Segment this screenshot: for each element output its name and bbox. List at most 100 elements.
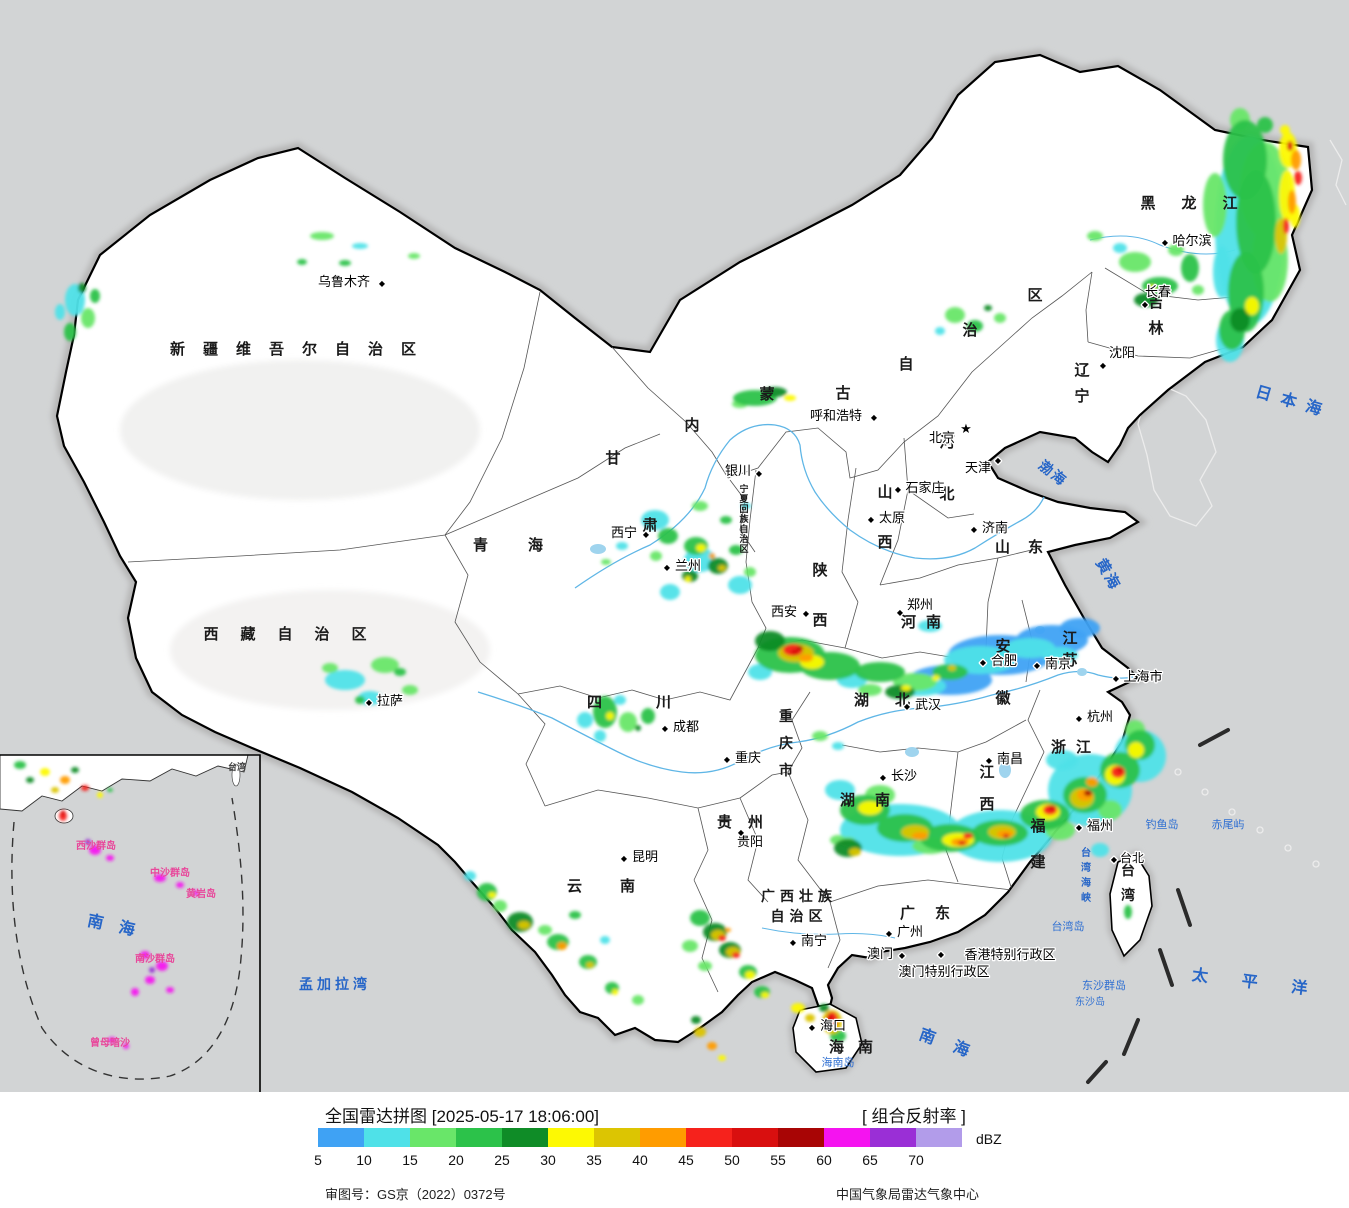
radar-echo [932, 675, 940, 681]
city-marker: ◆ [1100, 361, 1107, 370]
city-marker: ◆ [971, 525, 978, 534]
province-label: 广西壮族 [761, 888, 837, 904]
radar-echo [601, 559, 611, 565]
radar-echo [60, 776, 70, 784]
province-label: 区 [1027, 287, 1042, 304]
credit-label: 中国气象局雷达气象中心 [836, 1187, 980, 1202]
city-marker: ◆ [662, 724, 669, 733]
city-label: 呼和浩特 [810, 408, 862, 423]
city-marker: ◆ [995, 456, 1002, 465]
province-label: 区 [739, 544, 748, 554]
radar-echo [1245, 297, 1259, 315]
legend-panel: 全国雷达拼图 [2025-05-17 18:06:00] [ 组合反射率 ] d… [0, 1092, 1349, 1208]
legend-tick: 30 [540, 1152, 556, 1168]
radar-echo [709, 553, 715, 559]
city-marker: ◆ [868, 515, 875, 524]
radar-echo [708, 558, 728, 574]
legend-cell [318, 1128, 364, 1147]
legend-tick: 35 [586, 1152, 602, 1168]
city-marker: ◆ [643, 530, 650, 539]
radar-echo [51, 787, 59, 793]
city-marker: ◆ [1111, 855, 1118, 864]
city-label: 哈尔滨 [1172, 233, 1211, 248]
radar-echo [1203, 173, 1227, 237]
city-marker: ◆ [1034, 661, 1041, 670]
yangtze-river [477, 670, 1134, 774]
province-label: 河 [939, 433, 954, 451]
legend-cell [686, 1128, 732, 1147]
radar-echo [594, 730, 606, 742]
city-marker: ◆ [366, 698, 373, 707]
radar-echo [145, 976, 155, 984]
city-marker: ◆ [899, 951, 906, 960]
province-label: 治 [739, 533, 748, 544]
city-marker: ◆ [756, 469, 763, 478]
qinghai-lake [590, 544, 606, 554]
radar-echo [1283, 218, 1289, 234]
island-label: 东沙群岛 [1082, 978, 1126, 992]
province-label: 山东 [995, 538, 1061, 556]
radar-echo [718, 565, 726, 571]
sea-label: 台 [1081, 846, 1091, 859]
city-marker: ◆ [1113, 674, 1120, 683]
city-marker: ◆ [1162, 238, 1169, 247]
province-label: 治 [962, 321, 977, 339]
radar-echo [1005, 638, 1055, 658]
island-label: 海南岛 [822, 1055, 855, 1069]
legend-ticks: 5 10 15 20 25 30 35 40 45 50 55 60 65 70 [314, 1152, 1018, 1170]
radar-echo [707, 1042, 717, 1050]
city-label: 广州 [897, 924, 923, 939]
radar-echo [538, 925, 552, 935]
city-label: 香港特别行政区 [964, 947, 1055, 962]
radar-echo [97, 792, 103, 798]
inset-label: 台湾 [228, 761, 246, 772]
legend-tick: 45 [678, 1152, 694, 1168]
radar-echo [477, 883, 497, 901]
radar-echo [123, 1043, 129, 1049]
radar-echo [26, 777, 34, 783]
radar-echo [1291, 150, 1301, 170]
radar-echo [832, 742, 844, 750]
radar-echo [408, 253, 420, 259]
legend-tick: 10 [356, 1152, 372, 1168]
island-label: 钓鱼岛 [1146, 817, 1179, 831]
radar-echo [1181, 254, 1199, 282]
radar-echo [71, 767, 79, 773]
radar-echo [948, 665, 956, 671]
province-label: 市 [779, 762, 793, 778]
radar-echo [692, 501, 708, 511]
radar-echo [557, 942, 567, 950]
radar-echo [402, 685, 418, 695]
city-label: 贵阳 [737, 834, 763, 849]
province-label: 青海 [473, 536, 583, 554]
radar-echo [371, 657, 399, 673]
radar-echo [1060, 618, 1100, 638]
terrain-shading [120, 360, 490, 710]
city-labels: 乌鲁木齐 ◆哈尔滨◆长春◆沈阳◆北京★天津 ◆石家庄◆呼和浩特 ◆银川 ◆太原◆济南◆西… [317, 232, 1213, 1035]
island-label: 台湾岛 [1052, 919, 1085, 933]
sea-label: 湾 [1081, 861, 1091, 874]
radar-echo [632, 995, 644, 1005]
province-label: 回 [739, 504, 748, 514]
radar-echo [569, 911, 581, 919]
province-label: 陕 [812, 561, 827, 579]
city-marker: ◆ [980, 658, 987, 667]
island-label: 东沙岛 [1075, 995, 1105, 1008]
city-label: 长春 [1145, 284, 1171, 299]
city-label: 杭州 [1087, 709, 1113, 724]
city-label: 西宁 [611, 525, 637, 540]
province-label: 吉 [1148, 293, 1163, 311]
radar-echo [55, 304, 65, 320]
inset-label: 中沙群岛 [150, 866, 190, 879]
radar-echo [1288, 190, 1296, 214]
city-marker: ◆ [880, 773, 887, 782]
city-label: 乌鲁木齐 [318, 274, 370, 289]
radar-echo [744, 567, 756, 577]
legend-tick: 55 [770, 1152, 786, 1168]
province-label: 西藏自治区 [203, 625, 388, 643]
radar-echo [90, 289, 100, 303]
legend-tick: 25 [494, 1152, 510, 1168]
radar-echo [858, 801, 882, 815]
radar-echo [1294, 171, 1302, 185]
